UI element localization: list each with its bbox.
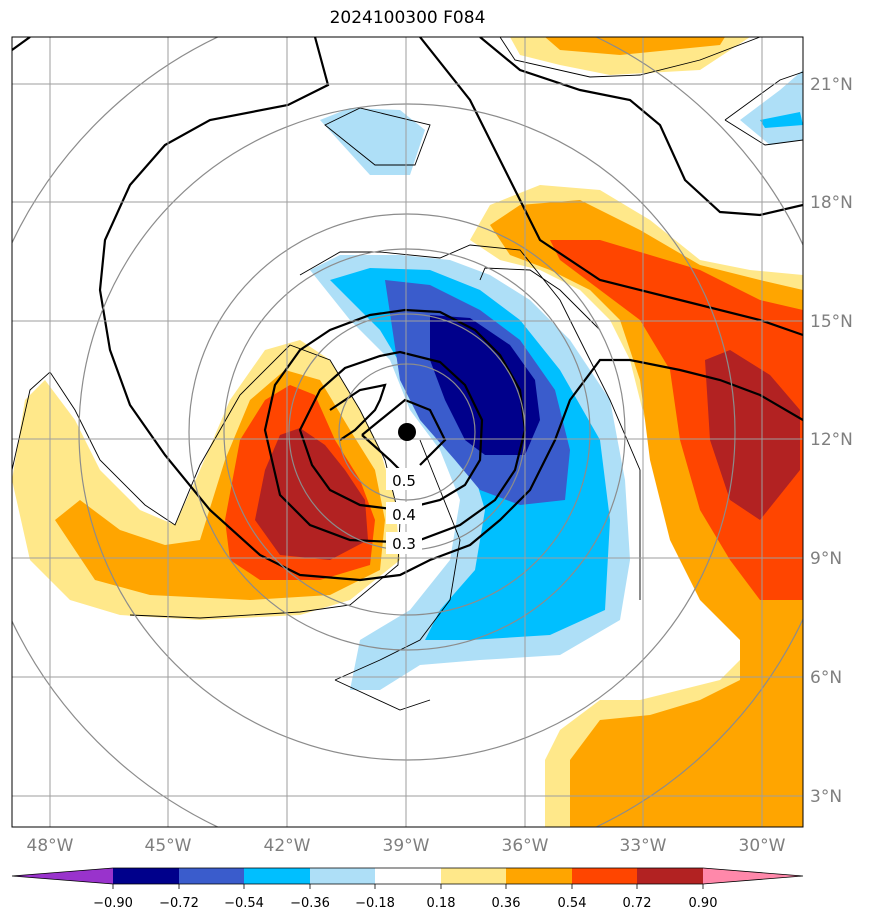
contour-label-03: 0.3 <box>392 535 416 553</box>
colorbar-tick: −0.18 <box>355 896 395 911</box>
colorbar-segment <box>637 868 703 884</box>
gridlines <box>12 37 803 827</box>
thick-contours <box>12 37 803 582</box>
range-rings <box>12 37 803 827</box>
lat-label-15n: 15°N <box>810 312 853 332</box>
colorbar-tick: 0.72 <box>623 896 652 911</box>
colorbar-tick: 0.54 <box>558 896 587 911</box>
colorbar-segment <box>244 868 310 884</box>
colorbar-segment <box>572 868 637 884</box>
lon-label-45w: 45°W <box>145 836 192 856</box>
colorbar-tick: −0.54 <box>224 896 264 911</box>
lon-label-33w: 33°W <box>620 836 667 856</box>
lat-label-6n: 6°N <box>810 668 842 688</box>
colorbar-tick: −0.36 <box>290 896 330 911</box>
storm-center-marker <box>398 423 416 441</box>
positive-fill-darkred <box>255 350 800 560</box>
colorbar-segment <box>310 868 375 884</box>
colorbar-segment <box>506 868 572 884</box>
lon-label-30w: 30°W <box>739 836 786 856</box>
map-title: 2024100300 F084 <box>329 8 486 28</box>
map-frame <box>11 36 804 828</box>
lat-labels: 21°N 18°N 15°N 12°N 9°N 6°N 3°N <box>810 75 853 807</box>
colorbar-extend-low <box>12 868 113 884</box>
lat-label-21n: 21°N <box>810 75 853 95</box>
colorbar-segment <box>179 868 244 884</box>
contour-label-05: 0.5 <box>392 472 416 490</box>
lat-label-3n: 3°N <box>810 787 842 807</box>
lon-label-39w: 39°W <box>383 836 430 856</box>
map-area: 0.5 0.4 0.3 <box>12 37 803 827</box>
colorbar: −0.90 −0.72 −0.54 −0.36 −0.18 0.18 0.36 … <box>11 867 804 911</box>
colorbar-segment <box>375 868 441 884</box>
lon-labels: 48°W 45°W 42°W 39°W 36°W 33°W 30°W <box>27 836 786 856</box>
colorbar-extend-high <box>703 868 803 884</box>
colorbar-tick: 0.90 <box>689 896 718 911</box>
colorbar-tick: 0.18 <box>427 896 456 911</box>
contour-label-04: 0.4 <box>392 506 416 524</box>
lat-label-12n: 12°N <box>810 430 853 450</box>
thin-contours <box>12 37 803 711</box>
colorbar-tick: 0.36 <box>492 896 521 911</box>
colorbar-tick: −0.72 <box>159 896 199 911</box>
colorbar-tick: −0.90 <box>93 896 133 911</box>
lon-label-42w: 42°W <box>264 836 311 856</box>
negative-fill-navy <box>430 315 540 455</box>
lat-label-9n: 9°N <box>810 549 842 569</box>
lat-label-18n: 18°N <box>810 193 853 213</box>
colorbar-segment <box>113 868 179 884</box>
lon-label-48w: 48°W <box>27 836 74 856</box>
colorbar-segment <box>441 868 506 884</box>
lon-label-36w: 36°W <box>502 836 549 856</box>
contour-labels: 0.5 0.4 0.3 <box>386 468 422 554</box>
